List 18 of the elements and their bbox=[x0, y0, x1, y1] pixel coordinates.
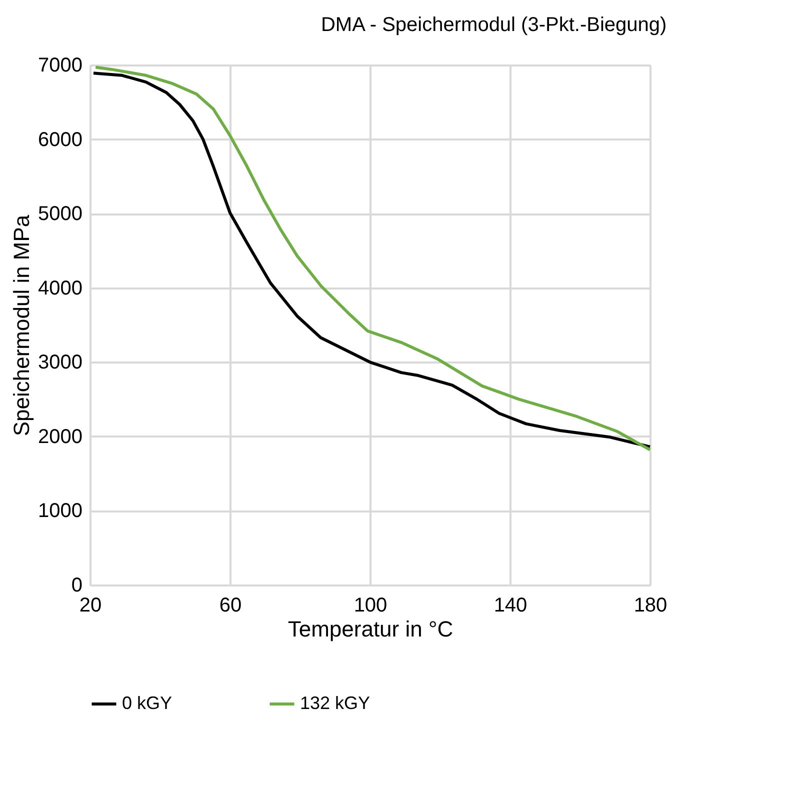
x-tick-label: 140 bbox=[494, 594, 528, 616]
y-tick-label: 4000 bbox=[38, 277, 82, 300]
chart-title: DMA - Speichermodul (3-Pkt.-Biegung) bbox=[320, 14, 667, 36]
x-tick-label: 100 bbox=[354, 594, 388, 616]
x-tick-label: 60 bbox=[219, 594, 242, 616]
legend-label: 0 kGY bbox=[122, 693, 172, 713]
x-axis-title: Temperatur in °C bbox=[288, 616, 454, 642]
legend-label: 132 kGY bbox=[300, 693, 370, 713]
y-axis-title: Speichermodul in MPa bbox=[9, 214, 34, 436]
y-tick-label: 2000 bbox=[38, 426, 82, 448]
y-tick-label: 3000 bbox=[38, 352, 82, 374]
y-tick-label: 6000 bbox=[38, 128, 82, 151]
y-tick-label: 1000 bbox=[38, 500, 82, 522]
y-tick-label: 0 bbox=[71, 574, 82, 596]
y-tick-label: 7000 bbox=[38, 54, 82, 76]
y-tick-label: 5000 bbox=[38, 203, 82, 226]
x-tick-label: 180 bbox=[634, 594, 668, 616]
x-tick-label: 20 bbox=[79, 594, 102, 616]
